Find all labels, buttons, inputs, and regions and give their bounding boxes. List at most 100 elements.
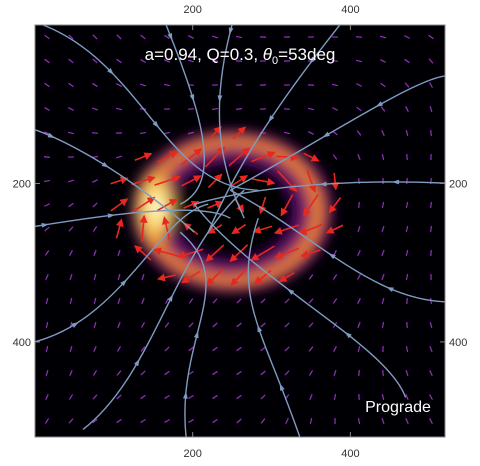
polarization-tick — [92, 370, 98, 376]
polarization-arrow — [181, 270, 201, 284]
polarization-tick — [44, 58, 50, 64]
polarization-arrow — [306, 170, 317, 193]
streamline — [247, 217, 301, 437]
polarization-tick — [164, 322, 170, 328]
streamline-arrowhead — [309, 56, 316, 64]
polarization-tick — [429, 394, 433, 400]
polarization-tick — [333, 346, 337, 352]
polarization-tick — [235, 108, 243, 110]
polarization-arrow — [177, 248, 204, 259]
polarization-tick — [406, 177, 408, 185]
polarization-tick — [68, 202, 74, 208]
polarization-tick — [140, 419, 146, 423]
polarization-tick — [92, 394, 98, 400]
polarization-arrow — [207, 173, 223, 189]
polarization-tick — [308, 298, 314, 304]
polarization-tick — [45, 394, 49, 400]
polarization-arrow — [303, 152, 320, 162]
polarization-tick — [69, 297, 73, 305]
polarization-arrow — [207, 224, 223, 234]
polarization-tick — [357, 417, 361, 425]
polarization-tick — [333, 393, 337, 401]
streamline — [229, 189, 445, 303]
polarization-tick — [43, 156, 51, 158]
polarization-tick — [92, 58, 98, 64]
polarization-tick — [187, 108, 195, 110]
polarization-tick — [44, 203, 50, 207]
polarization-tick — [428, 34, 434, 40]
polarization-tick — [140, 58, 146, 64]
polarization-arrow — [228, 147, 251, 167]
polarization-tick — [93, 346, 97, 352]
polarization-tick — [141, 297, 145, 305]
polarization-tick — [381, 153, 385, 161]
polarization-tick — [140, 34, 146, 40]
polarization-tick — [139, 131, 147, 135]
polarization-tick — [357, 225, 361, 233]
polarization-tick — [381, 273, 385, 281]
polarization-tick — [333, 369, 337, 377]
polarization-arrow — [280, 194, 294, 217]
polarization-arrow — [231, 223, 247, 235]
polarization-tick — [188, 370, 194, 376]
polarization-tick — [405, 106, 409, 112]
polarization-tick — [429, 105, 433, 113]
streamline — [42, 25, 259, 191]
y-tick-label-left-400: 400 — [13, 337, 31, 349]
polarization-arrow — [204, 146, 226, 168]
polarization-tick — [188, 35, 194, 39]
polarization-tick — [116, 34, 122, 40]
streamline-arrowhead — [287, 288, 295, 295]
polarization-tick — [211, 60, 219, 62]
polarization-tick — [260, 418, 266, 424]
polarization-tick — [381, 321, 385, 329]
streamline-arrowhead — [107, 213, 116, 219]
polarization-tick — [236, 298, 242, 304]
polarization-tick — [405, 225, 409, 233]
polarization-tick — [44, 250, 50, 256]
polarization-arrow — [251, 151, 276, 163]
polarization-tick — [381, 417, 385, 425]
polarization-tick — [116, 58, 122, 64]
polarization-tick — [405, 249, 409, 257]
polarization-tick — [212, 322, 218, 328]
polarization-tick — [91, 107, 99, 111]
polarization-tick — [92, 34, 98, 40]
polarization-tick — [44, 106, 50, 112]
streamline-arrowhead — [120, 279, 127, 287]
polarization-tick — [92, 226, 98, 232]
polarization-tick — [187, 131, 195, 135]
polarization-tick — [260, 298, 266, 304]
polarization-tick — [356, 83, 362, 87]
polarization-tick — [188, 419, 194, 423]
streamline-arrowhead — [228, 27, 234, 35]
polarization-tick — [117, 273, 121, 281]
polarization-tick — [380, 59, 386, 63]
polarization-tick — [357, 250, 361, 256]
polarization-vector-field — [43, 34, 434, 425]
polarization-tick — [331, 83, 339, 87]
streamline-arrowhead — [71, 321, 79, 328]
polarization-tick — [212, 418, 218, 424]
polarization-tick — [164, 419, 170, 423]
polarization-tick — [164, 346, 170, 352]
polarization-arrow — [250, 245, 275, 261]
polarization-arrow — [115, 218, 124, 239]
polarization-tick — [355, 59, 363, 63]
streamline-arrowhead — [257, 324, 263, 333]
streamline-arrowhead — [182, 391, 188, 399]
polarization-tick — [284, 370, 290, 376]
polarization-arrow — [254, 270, 272, 285]
streamline-arrowhead — [107, 68, 114, 75]
polarization-tick — [405, 345, 409, 353]
polarization-arrow — [139, 214, 148, 243]
streamline-arrowhead — [386, 286, 394, 293]
polarization-tick — [45, 297, 49, 305]
polarization-tick — [212, 346, 218, 352]
polarization-tick — [405, 418, 409, 424]
polarization-arrow — [273, 224, 300, 235]
polarization-tick — [117, 249, 121, 257]
polarization-arrow — [157, 198, 178, 212]
polarization-arrow — [300, 249, 321, 258]
